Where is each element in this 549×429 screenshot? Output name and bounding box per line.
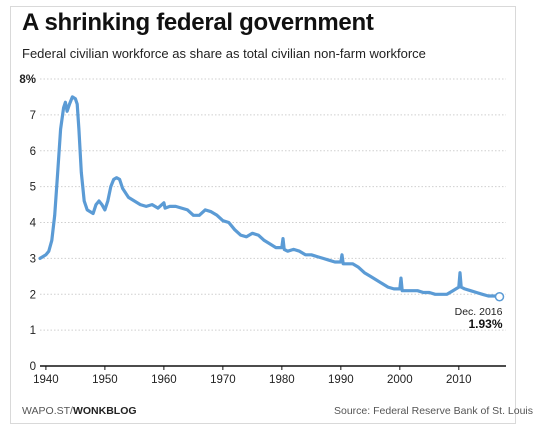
- x-tick-label: 2000: [387, 374, 413, 386]
- annotation-value: 1.93%: [468, 317, 502, 331]
- y-tick-label: 1: [30, 325, 36, 337]
- x-tick-label: 1940: [33, 374, 59, 386]
- footer-source: Source: Federal Reserve Bank of St. Loui…: [334, 405, 534, 417]
- x-tick-label: 1950: [92, 374, 118, 386]
- series-line: [38, 95, 502, 299]
- y-tick-label: 3: [30, 253, 36, 265]
- annotation-date: Dec. 2016: [455, 306, 503, 318]
- chart-title: A shrinking federal government: [22, 9, 374, 36]
- y-tick-label: 0: [30, 361, 36, 373]
- y-tick-label: 5: [30, 182, 36, 194]
- x-tick-label: 1990: [328, 374, 354, 386]
- y-tick-label: 2: [30, 289, 36, 301]
- y-tick-label: 4: [30, 218, 37, 230]
- y-tick-label: 7: [30, 110, 36, 122]
- end-point-marker: [494, 292, 505, 302]
- footer-credit: WAPO.ST/WONKBLOG: [22, 405, 137, 417]
- y-tick-label: 6: [30, 146, 36, 158]
- x-tick-label: 2010: [446, 374, 472, 386]
- y-axis-ticks: 0 1 2 3 4 5 6 7 8%: [19, 74, 36, 373]
- gridlines: [40, 78, 506, 331]
- x-tick-label: 1980: [269, 374, 295, 386]
- x-axis-ticks: 1940 1950 1960 1970 1980 1990 2000 2010: [33, 366, 472, 386]
- footer-credit-brand[interactable]: WONKBLOG: [72, 405, 137, 417]
- y-tick-label: 8%: [19, 74, 36, 86]
- x-tick-label: 1970: [210, 374, 236, 386]
- footer-credit-prefix: WAPO.ST/: [22, 405, 73, 417]
- chart-subtitle: Federal civilian workforce as share as t…: [22, 46, 426, 61]
- x-tick-label: 1960: [151, 374, 177, 386]
- chart-frame: [10, 6, 516, 424]
